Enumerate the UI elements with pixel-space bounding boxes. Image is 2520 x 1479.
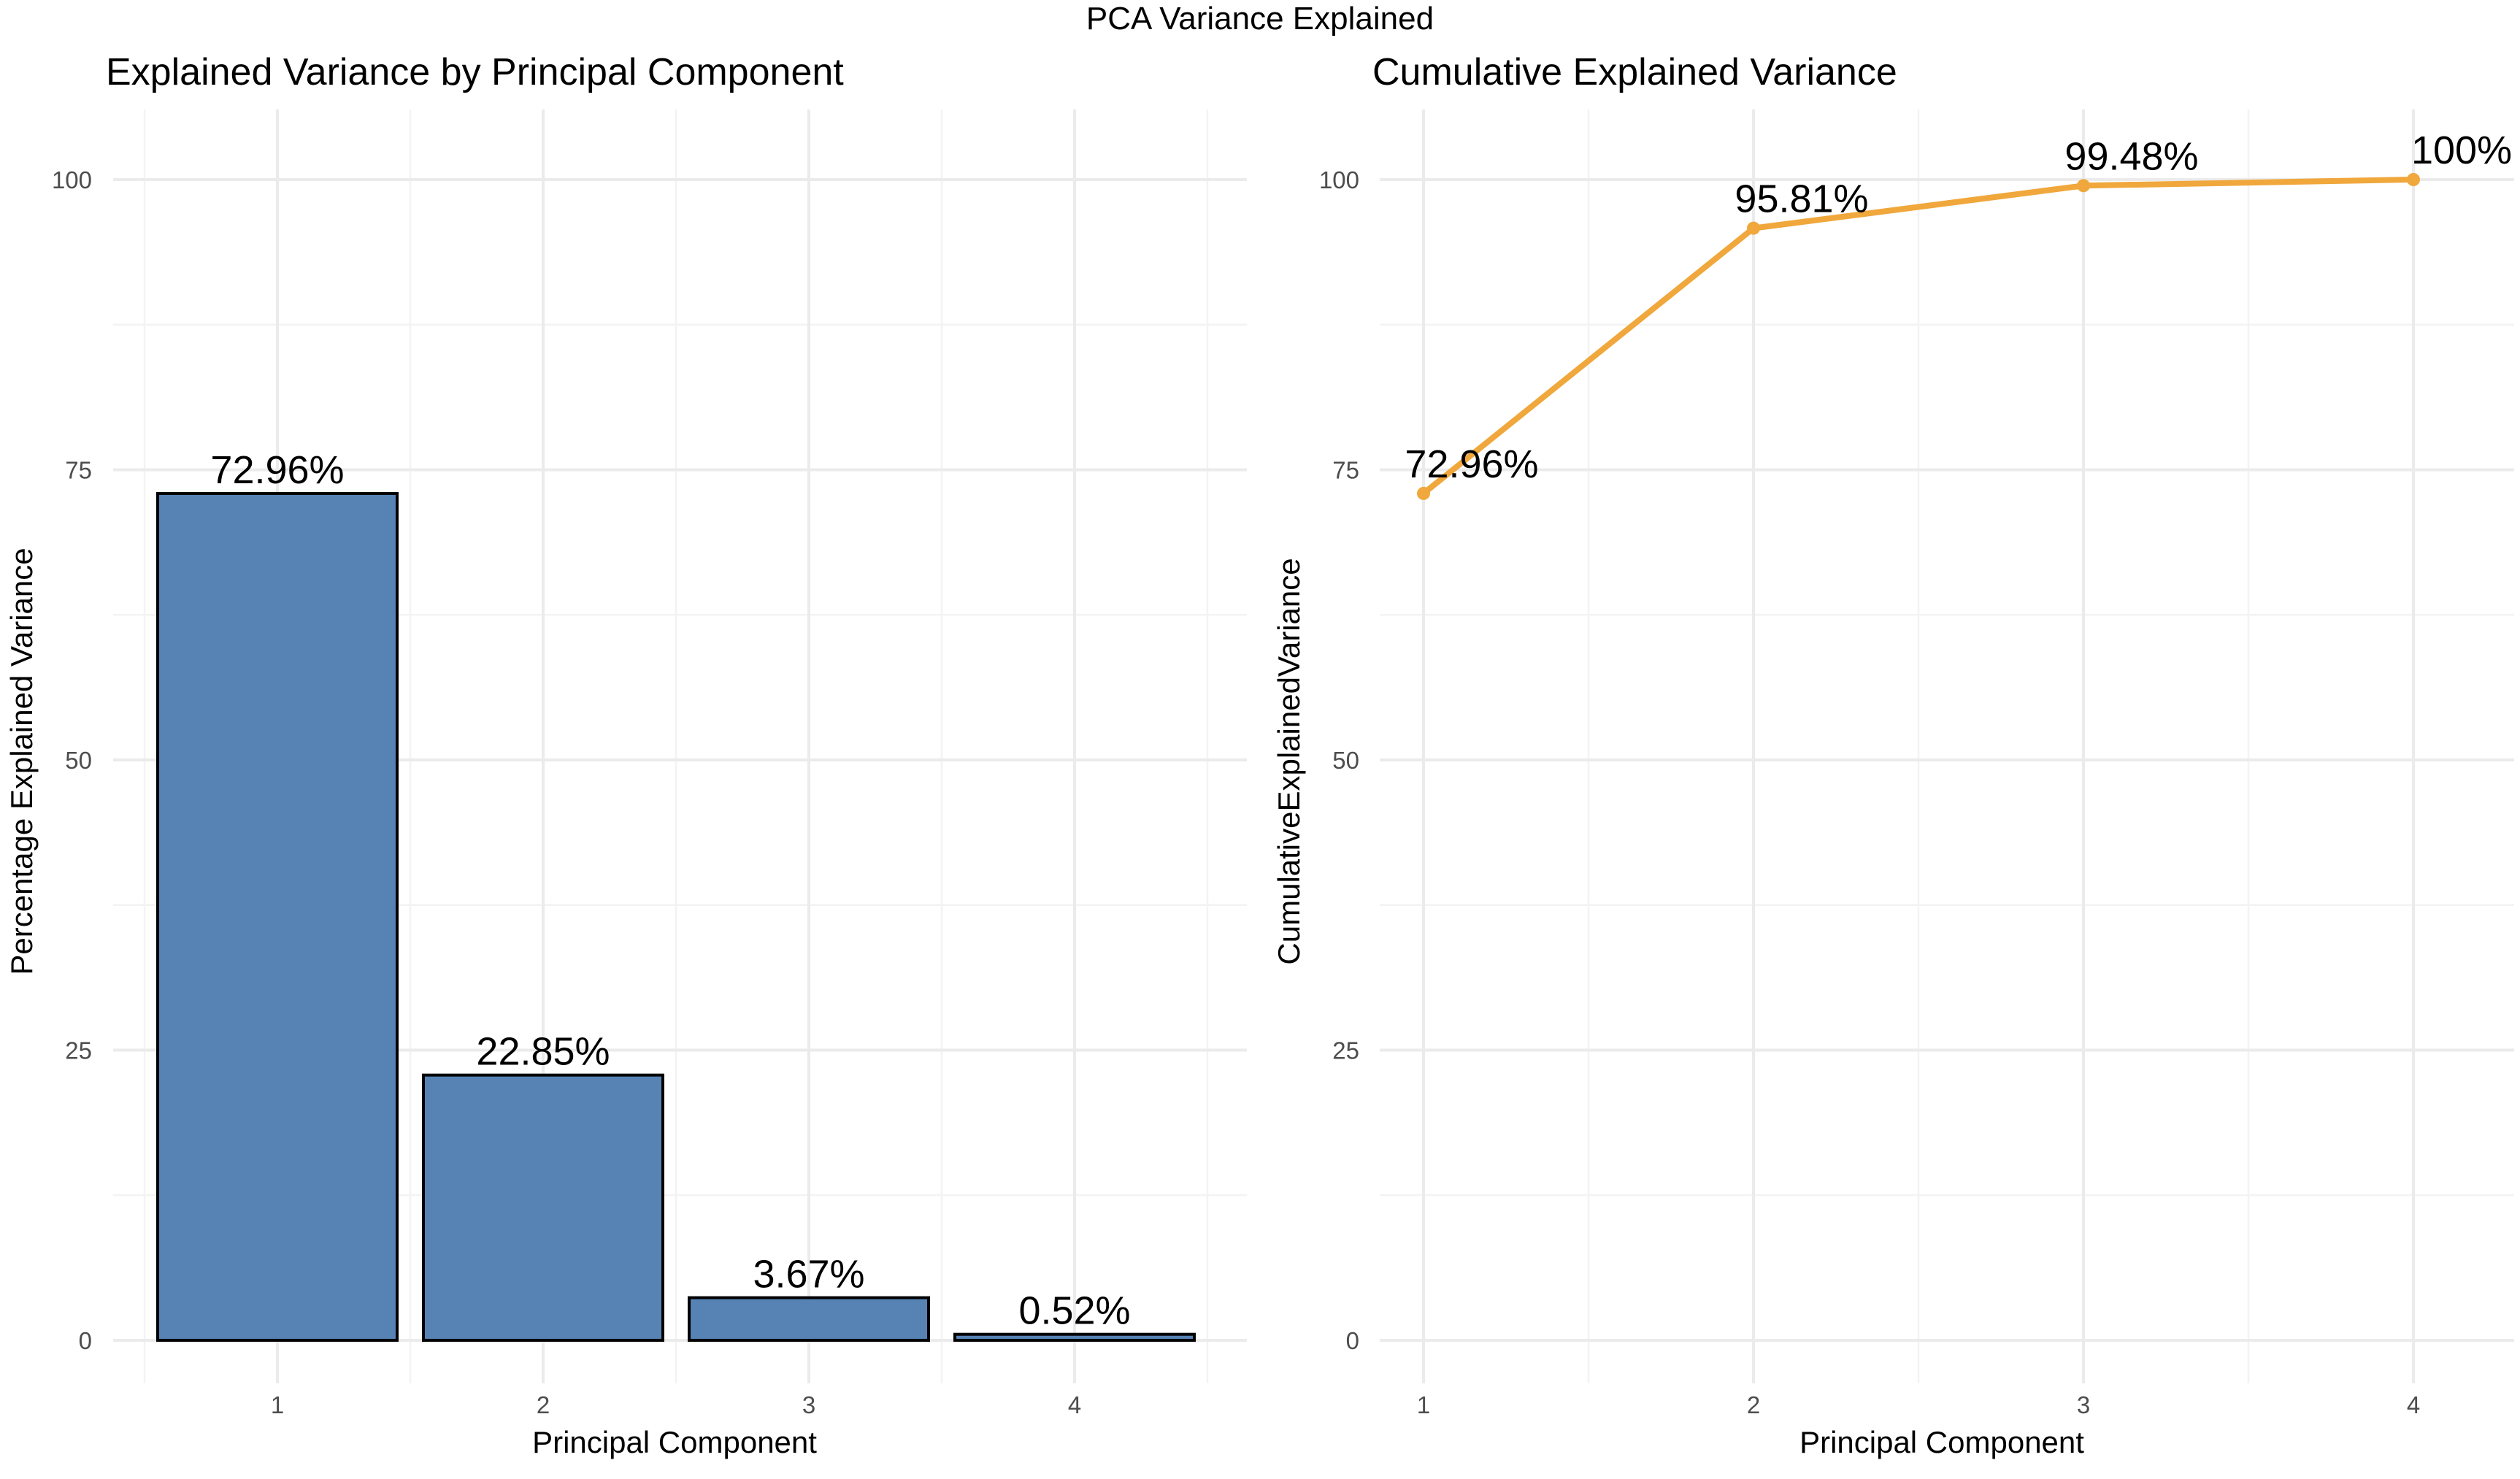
y-tick-label: 100 [1319, 166, 1359, 193]
x-tick-label: 1 [271, 1391, 284, 1418]
line-data-label: 95.81% [1735, 177, 1868, 221]
bar-chart-y-axis-label: Percentage Explained Variance [4, 548, 39, 975]
x-tick-label: 1 [1417, 1391, 1430, 1418]
bar-chart-data-labels: 72.96% 22.85% 3.67% 0.52% [210, 448, 1130, 1333]
x-tick-label: 3 [802, 1391, 815, 1418]
bar-chart-x-ticks: 1 2 3 4 [271, 1391, 1081, 1418]
y-tick-label: 50 [65, 747, 92, 774]
bar [156, 491, 399, 1342]
y-tick-label: 100 [52, 166, 92, 193]
line-point [2407, 173, 2420, 186]
line-point [1747, 221, 1760, 235]
bar-chart-title: Explained Variance by Principal Componen… [106, 51, 844, 93]
figure-title: PCA Variance Explained [1086, 1, 1434, 37]
line-point [1417, 486, 1430, 500]
bar-chart-y-ticks: 0 25 50 75 100 [52, 166, 92, 1354]
x-tick-label: 3 [2077, 1391, 2090, 1418]
cumulative-variance-line [1421, 177, 2416, 496]
y-tick-label: 75 [65, 457, 92, 484]
y-tick-label: 0 [1346, 1327, 1359, 1354]
line-chart-y-axis-label: CumulativeExplainedVariance [1272, 558, 1306, 964]
bar [688, 1296, 930, 1342]
bar-data-label: 22.85% [476, 1030, 610, 1074]
y-tick-label: 25 [1332, 1037, 1359, 1064]
bar-chart-bars [156, 491, 1196, 1342]
line-chart-panel: Cumulative Explained Variance 0 25 50 75 100… [1272, 51, 2514, 1459]
line-data-label: 100% [2411, 128, 2512, 172]
line-chart-y-ticks: 0 25 50 75 100 [1319, 166, 1359, 1354]
y-tick-label: 50 [1332, 747, 1359, 774]
bar-data-label: 72.96% [210, 448, 344, 492]
bar-chart-x-axis-label: Principal Component [532, 1425, 817, 1459]
bar [953, 1332, 1196, 1342]
line-chart-grid [1380, 110, 2514, 1383]
y-tick-label: 25 [65, 1037, 92, 1064]
bar [422, 1073, 664, 1342]
line-point [2077, 179, 2090, 193]
bar-data-label: 0.52% [1018, 1289, 1130, 1333]
y-tick-label: 0 [79, 1327, 92, 1354]
y-tick-label: 75 [1332, 457, 1359, 484]
x-tick-label: 4 [1068, 1391, 1081, 1418]
line-chart-x-ticks: 1 2 3 4 [1417, 1391, 2420, 1418]
line-chart-title: Cumulative Explained Variance [1372, 51, 1897, 93]
bar-chart-panel: Explained Variance by Principal Componen… [4, 51, 1247, 1459]
x-tick-label: 2 [537, 1391, 550, 1418]
line-chart-x-axis-label: Principal Component [1799, 1425, 2084, 1459]
line-chart-data-labels: 72.96% 95.81% 99.48% 100% [1405, 128, 2512, 486]
line-data-label: 99.48% [2064, 134, 2198, 178]
line-chart-points [1417, 173, 2420, 500]
line-data-label: 72.96% [1405, 442, 1538, 486]
bar-data-label: 3.67% [753, 1253, 864, 1296]
x-tick-label: 4 [2407, 1391, 2420, 1418]
x-tick-label: 2 [1747, 1391, 1760, 1418]
